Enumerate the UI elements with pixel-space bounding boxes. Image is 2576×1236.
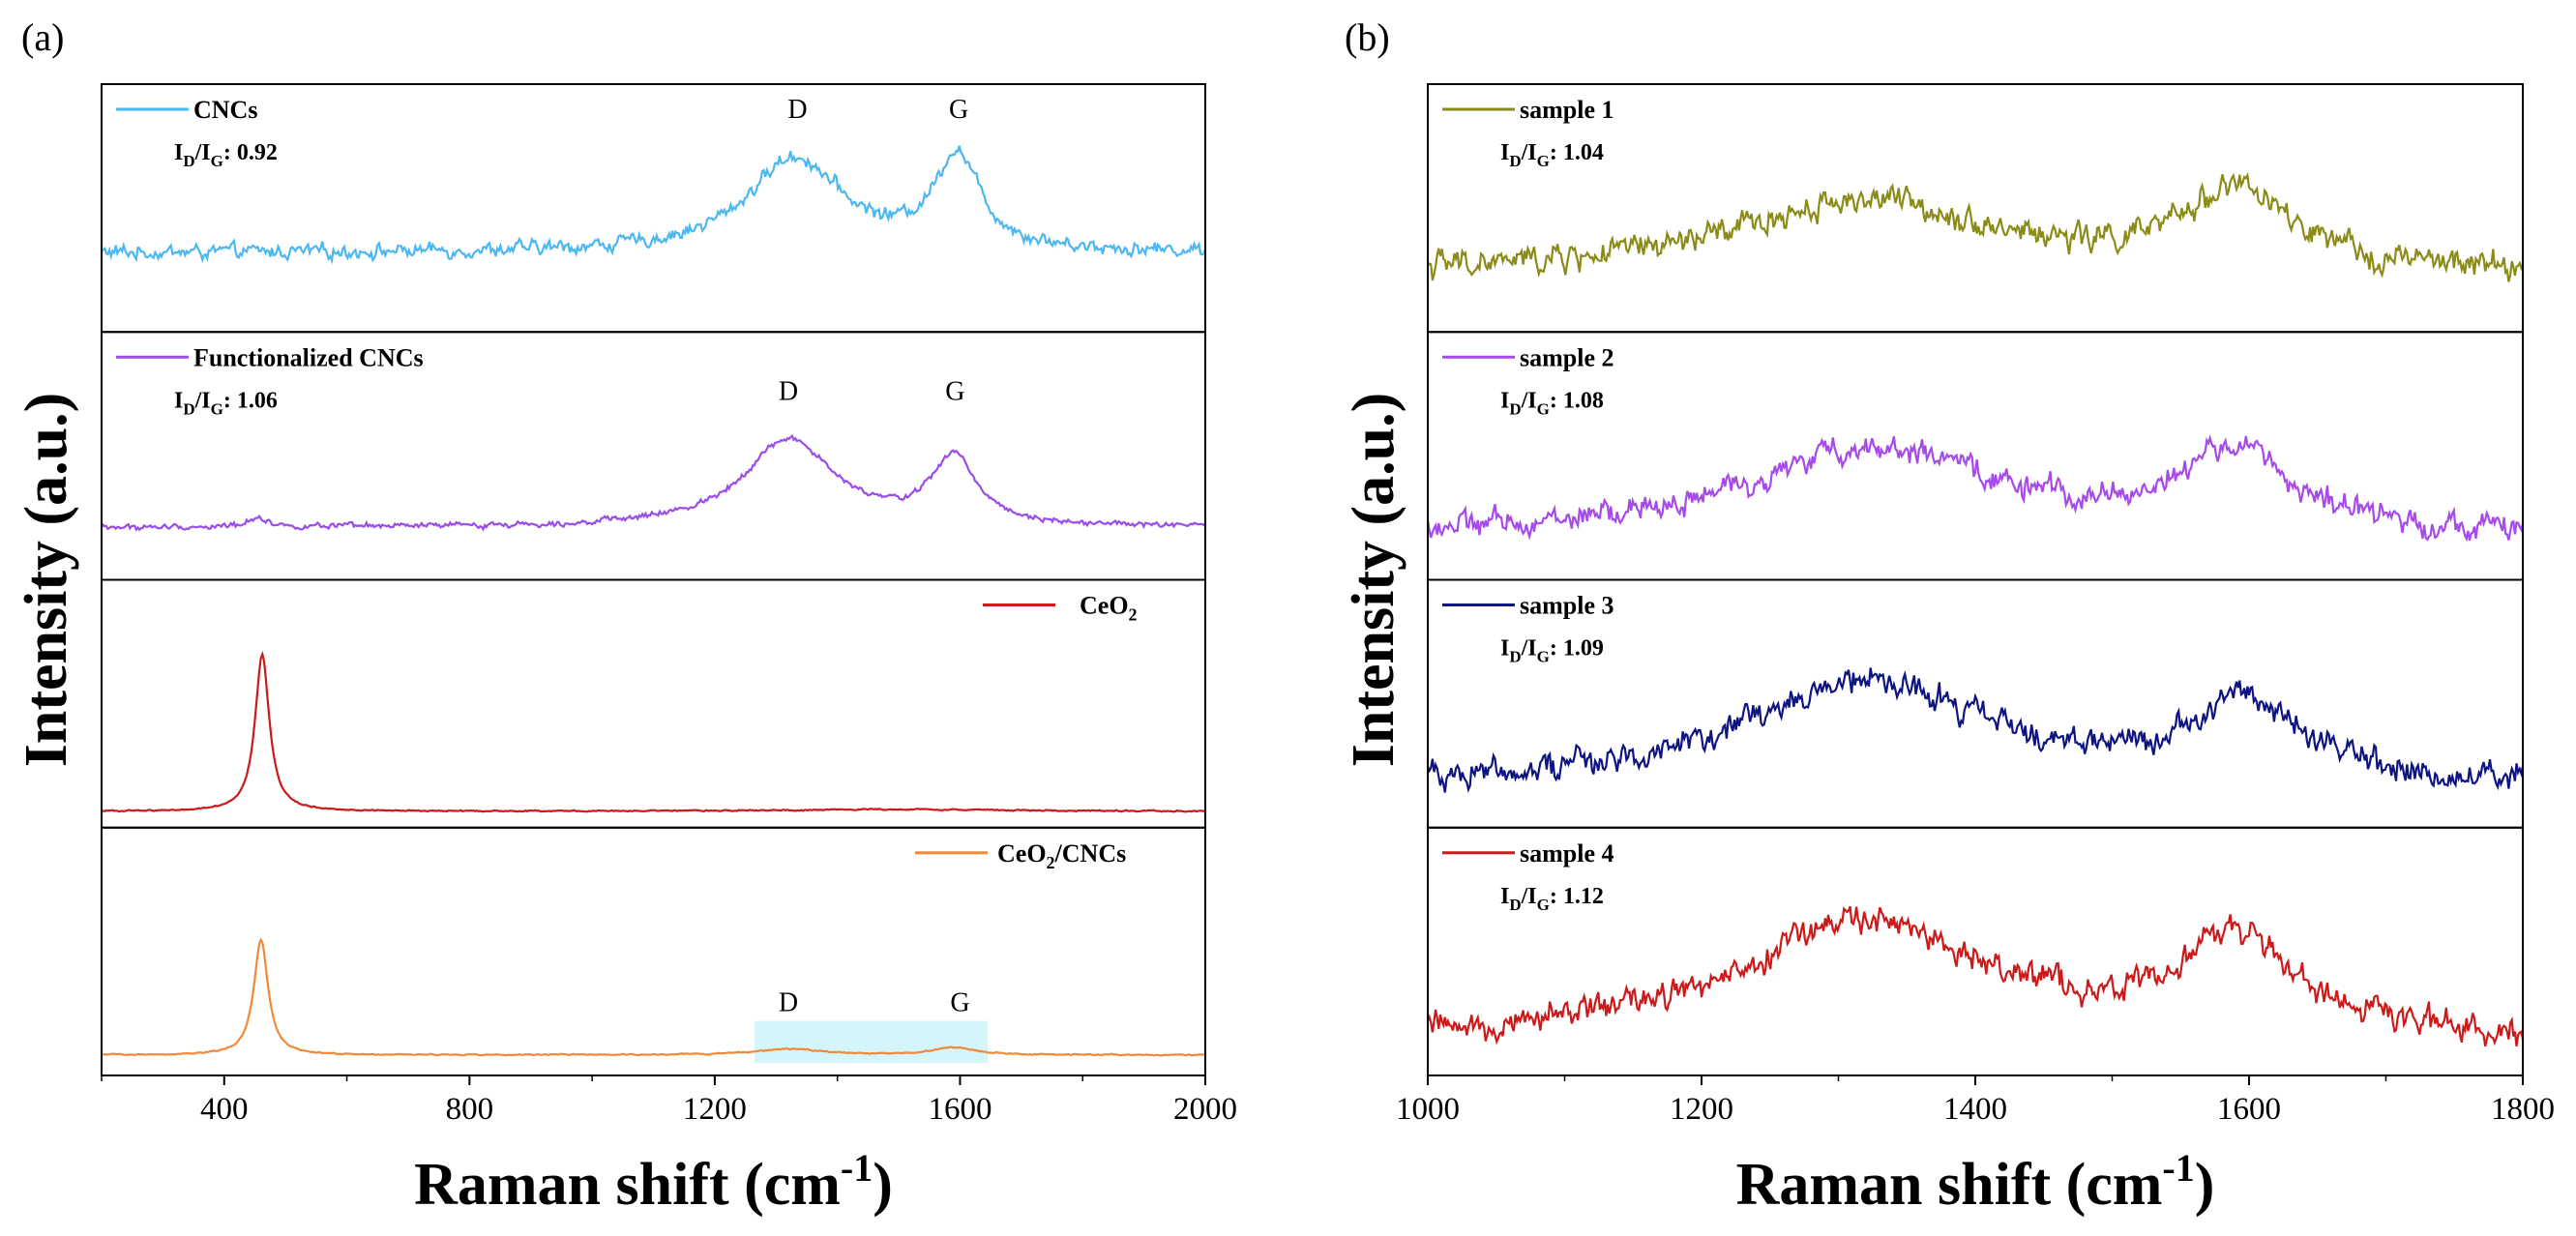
x-tick-label: 800	[446, 1092, 494, 1127]
x-tick-label: 400	[200, 1092, 249, 1127]
series-line	[101, 145, 1207, 265]
peak-label-d: D	[779, 376, 798, 406]
legend-label: sample 4	[1520, 839, 1614, 868]
series-line	[1426, 667, 2525, 793]
legend-label: Functionalized CNCs	[193, 343, 424, 371]
series-line	[1427, 171, 2525, 282]
highlight-region	[755, 1020, 988, 1064]
series-line	[101, 651, 1206, 813]
x-tick-label: 1600	[2217, 1092, 2281, 1127]
subplot-frame	[101, 826, 1206, 1076]
peak-label-d: D	[787, 95, 807, 125]
legend-label: sample 3	[1520, 592, 1614, 620]
id-ig-ratio: ID/IG: 1.12	[1500, 884, 1604, 914]
x-tick-label: 1200	[1670, 1092, 1733, 1127]
panel-b: (b) sample 1 ID/IG: 1.04 sample 2 ID/IG: 1.0…	[1341, 15, 2555, 1218]
legend-label: sample 1	[1520, 96, 1614, 124]
x-tick-label: 1200	[683, 1092, 747, 1127]
x-tick-label: 1800	[2491, 1092, 2555, 1127]
x-tick-label: 1000	[1396, 1092, 1460, 1127]
legend-label: CNCs	[193, 96, 257, 124]
id-ig-ratio: ID/IG: 1.08	[1500, 388, 1604, 418]
x-tick-label: 1600	[928, 1092, 992, 1127]
panel-label: (a)	[21, 15, 64, 59]
x-tick-label: 2000	[1173, 1092, 1237, 1127]
series-line	[101, 937, 1206, 1057]
peak-label-g: G	[949, 95, 968, 125]
peak-label-g: G	[950, 987, 969, 1017]
y-axis-title: Intensity (a.u.)	[14, 393, 79, 768]
subplot-frame	[101, 83, 1206, 334]
panel-label: (b)	[1345, 15, 1390, 59]
x-tick-label: 1400	[1943, 1092, 2007, 1127]
x-axis-title: Raman shift (cm-1)	[414, 1146, 893, 1218]
x-axis-title: Raman shift (cm-1)	[1736, 1146, 2215, 1218]
legend-label: CeO2/CNCs	[997, 839, 1126, 872]
legend-label: CeO2	[1080, 592, 1138, 625]
id-ig-ratio: ID/IG: 0.92	[174, 140, 278, 170]
series-line	[1426, 905, 2525, 1047]
peak-label-d: D	[779, 987, 798, 1017]
id-ig-ratio: ID/IG: 1.06	[174, 388, 278, 418]
series-line	[101, 434, 1206, 532]
peak-label-g: G	[945, 376, 964, 406]
series-line	[1426, 434, 2525, 543]
legend-label: sample 2	[1520, 343, 1614, 371]
id-ig-ratio: ID/IG: 1.09	[1500, 636, 1604, 666]
y-axis-title: Intensity (a.u.)	[1341, 393, 1406, 768]
panel-a: (a) CNCs ID/IG: 0.92 D G Functionalized CNCs I…	[14, 15, 1237, 1218]
id-ig-ratio: ID/IG: 1.04	[1500, 140, 1604, 170]
